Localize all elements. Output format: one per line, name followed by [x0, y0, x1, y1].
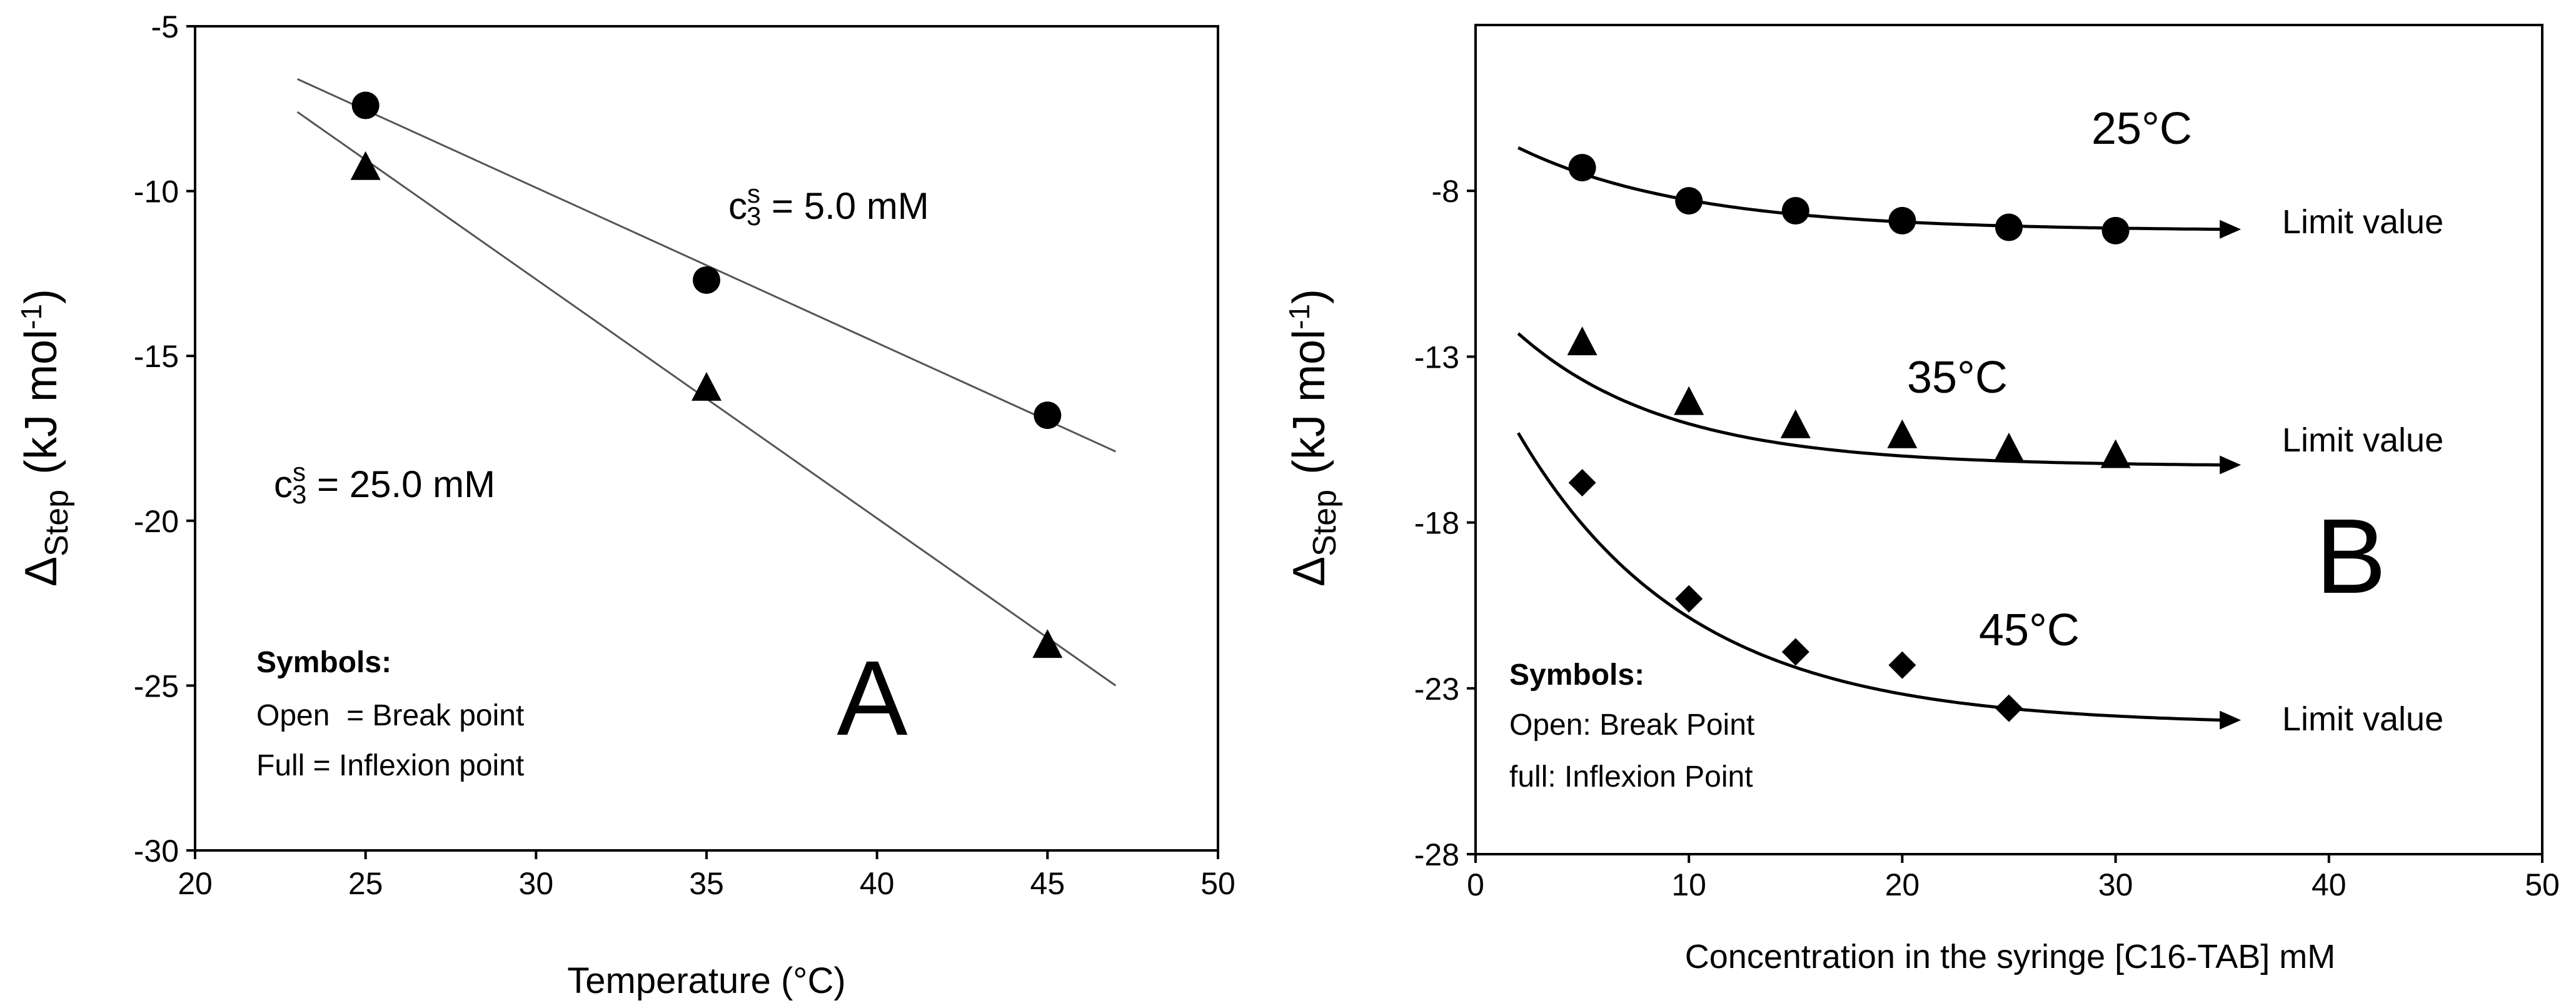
x-tick-label-b: 0 [1467, 867, 1484, 902]
y-tick-label-b: -18 [1414, 506, 1459, 541]
data-point-b-circle [2101, 216, 2130, 244]
y-tick-label-b: -23 [1414, 672, 1459, 707]
legend-note-b-2: full: Inflexion Point [1509, 760, 1753, 794]
data-point-a-circle [351, 91, 380, 119]
data-point-b-diamond [1995, 694, 2023, 722]
data-point-b-circle [1781, 197, 1809, 225]
data-point-b-circle [1568, 154, 1596, 182]
y-tick-label-a: -20 [134, 504, 179, 539]
data-point-b-diamond [1568, 468, 1596, 496]
y-tick-label-a: -30 [134, 834, 179, 869]
series-label-5mm: cs 3 = 5.0 mM [728, 179, 929, 231]
y-tick-label-a: -10 [134, 174, 179, 209]
x-tick-label-a: 20 [178, 866, 213, 901]
temp-label-45: 45°C [1979, 605, 2080, 655]
data-point-b-diamond [1888, 651, 1916, 679]
x-tick-label-a: 30 [519, 866, 554, 901]
data-point-a-triangle [350, 151, 381, 180]
arrowhead-b-0 [2220, 219, 2241, 239]
data-point-b-triangle [1994, 432, 2024, 461]
arrowhead-b-1 [2220, 455, 2241, 475]
panel-b: -8 -13 -18 -23 -28 0 10 20 30 40 50 ΔStep(kJ mol-… [1283, 24, 2560, 975]
x-tick-label-b: 50 [2525, 867, 2560, 902]
x-tick-label-a: 35 [689, 866, 724, 901]
data-point-b-circle [1888, 206, 1916, 234]
x-tick-label-b: 40 [2312, 867, 2347, 902]
limit-label-35: Limit value [2282, 421, 2443, 459]
legend-note-a-2: Full = Inflexion point [256, 749, 524, 782]
y-tick-label-a: -25 [134, 668, 179, 703]
data-point-b-diamond [1675, 585, 1703, 613]
y-tick-label-a: -5 [151, 9, 179, 44]
y-tick-label-b: -28 [1414, 837, 1459, 872]
x-tick-label-a: 40 [860, 866, 895, 901]
legend-title-a: Symbols: [256, 646, 391, 679]
plot-area-b [1474, 24, 2543, 855]
panel-label-b: B [2315, 497, 2386, 616]
limit-label-25: Limit value [2282, 203, 2443, 241]
legend-note-b-1: Open: Break Point [1509, 708, 1754, 742]
temp-label-35: 35°C [1907, 353, 2008, 403]
data-point-b-circle [1995, 213, 2023, 241]
legend-note-a-1: Open = Break point [256, 699, 524, 732]
data-point-a-circle [693, 266, 720, 294]
data-point-b-triangle [1674, 386, 1704, 415]
limit-label-45: Limit value [2282, 700, 2443, 738]
panel-label-a: A [837, 639, 908, 758]
x-axis-label-b: Concentration in the syringe [C16-TAB] m… [1685, 938, 2335, 975]
fit-curve-b-2 [1517, 432, 2223, 722]
x-tick-label-b: 20 [1885, 867, 1920, 902]
data-point-a-triangle [692, 371, 722, 401]
y-tick-label-b: -8 [1432, 174, 1459, 209]
temp-label-25: 25°C [2091, 104, 2192, 154]
data-point-b-triangle [1780, 409, 1811, 438]
legend-title-b: Symbols: [1509, 658, 1644, 692]
data-point-a-circle [1034, 401, 1062, 430]
data-point-b-triangle [2100, 439, 2131, 468]
data-point-b-circle [1675, 187, 1703, 215]
y-tick-label-a: -15 [134, 339, 179, 374]
data-point-b-diamond [1781, 638, 1809, 666]
x-tick-label-a: 45 [1030, 866, 1065, 901]
x-tick-label-a: 50 [1200, 866, 1235, 901]
data-point-b-triangle [1887, 419, 1918, 448]
series-label-25mm: cs 3 = 25.0 mM [274, 457, 495, 509]
data-point-a-triangle [1032, 629, 1063, 658]
data-point-b-triangle [1567, 326, 1597, 356]
fit-line-a-0 [296, 78, 1117, 453]
y-axis-label-b: ΔStep(kJ mol-1) [1283, 289, 1343, 587]
y-axis-label-a: ΔStep(kJ mol-1) [15, 289, 75, 587]
x-tick-label-b: 10 [1671, 867, 1706, 902]
x-tick-label-a: 25 [348, 866, 383, 901]
x-axis-label-a: Temperature (°C) [567, 960, 845, 1001]
x-tick-label-b: 30 [2098, 867, 2133, 902]
y-tick-label-b: -13 [1414, 340, 1459, 375]
panel-a: -5 -10 -15 -20 -25 -30 20 25 30 35 40 45 50 ΔStep(k… [15, 9, 1235, 1001]
arrowhead-b-2 [2220, 710, 2241, 730]
